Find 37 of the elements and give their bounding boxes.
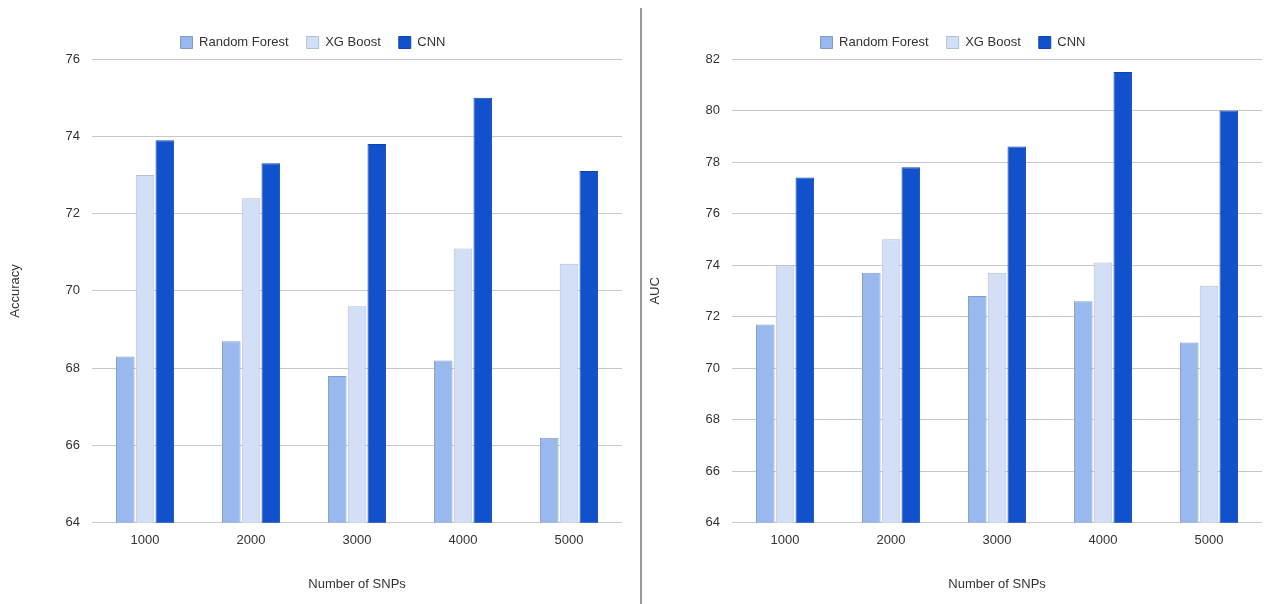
x-axis-title: Number of SNPs	[948, 575, 1047, 591]
x-tick-label: 5000	[1194, 532, 1224, 548]
y-tick-label: 80	[705, 102, 721, 118]
y-axis-title: Accuracy	[7, 263, 23, 318]
x-tick-label: 1000	[770, 532, 800, 548]
x-tick-label: 2000	[876, 532, 906, 548]
y-tick-label: 72	[705, 308, 721, 324]
x-tick-label: 4000	[1088, 532, 1118, 548]
x-axis-title: Number of SNPs	[308, 575, 407, 591]
y-tick-label: 82	[705, 50, 721, 66]
y-tick-label: 64	[705, 514, 721, 530]
legend-label: XG Boost	[325, 34, 382, 50]
legend-label: Random Forest	[199, 34, 290, 50]
x-tick-label: 3000	[342, 532, 372, 548]
y-tick-label: 66	[705, 462, 721, 478]
x-tick-label: 3000	[982, 532, 1012, 548]
y-tick-label: 74	[705, 256, 721, 272]
y-tick-label: 76	[705, 205, 721, 221]
y-tick-label: 70	[705, 359, 721, 375]
y-axis-title: AUC	[647, 277, 663, 305]
x-tick-label: 5000	[554, 532, 584, 548]
y-tick-label: 72	[65, 205, 81, 221]
legend-label: Random Forest	[839, 34, 930, 50]
x-tick-label: 1000	[130, 532, 160, 548]
y-tick-label: 66	[65, 437, 81, 453]
x-tick-label: 4000	[448, 532, 478, 548]
y-tick-label: 78	[705, 153, 721, 169]
y-tick-label: 70	[65, 282, 81, 298]
legend-label: XG Boost	[965, 34, 1022, 50]
y-tick-label: 74	[65, 127, 81, 143]
y-tick-label: 68	[65, 359, 81, 375]
x-tick-label: 2000	[236, 532, 266, 548]
legend-label: CNN	[417, 34, 446, 50]
legend-label: CNN	[1057, 34, 1086, 50]
y-tick-label: 68	[705, 411, 721, 427]
y-tick-label: 64	[65, 514, 81, 530]
y-tick-label: 76	[65, 50, 81, 66]
